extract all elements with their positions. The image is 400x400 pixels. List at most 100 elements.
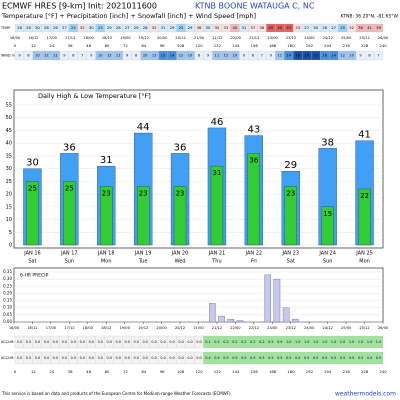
wind-cell-text-label: WIND mph xyxy=(1,54,19,58)
wind-cell-text: 12 xyxy=(179,54,184,58)
accum-precip-text: 1.0 xyxy=(340,340,345,344)
y-tick-label: 0.00 xyxy=(3,319,12,324)
hour-label-bottom: 192 xyxy=(306,369,314,374)
bar-1 xyxy=(63,181,76,246)
accum-snow-text: 0.5 xyxy=(304,356,309,360)
x-tick-label: 25/12 xyxy=(359,326,369,330)
value-label: 31 xyxy=(100,155,113,166)
accum-precip-text: 0.0 xyxy=(142,340,147,344)
wind-cell-text: 10 xyxy=(35,54,40,58)
wind-cell-text: 7 xyxy=(81,54,83,58)
x-tick-label: 16/00 xyxy=(9,326,20,330)
wind-cell-text: 10 xyxy=(349,54,354,58)
accum-snow-text: 0.5 xyxy=(250,356,255,360)
wind-cell-text: 8 xyxy=(198,54,201,58)
date-label: 21/12 xyxy=(212,36,222,40)
hour-label: 108 xyxy=(177,43,185,48)
accum-precip-text: 1.0 xyxy=(322,340,327,344)
weekday-label: Mon xyxy=(101,259,112,265)
x-tick-label: 25/00 xyxy=(341,326,352,330)
x-tick-label: 19/12 xyxy=(138,326,148,330)
wind-cell-text: 10 xyxy=(143,54,148,58)
hour-label: 168 xyxy=(269,43,277,48)
value-label: 46 xyxy=(211,117,224,128)
x-tick-label: 17/12 xyxy=(64,326,74,330)
accum-snow-text: 0.5 xyxy=(277,356,282,360)
x-tick-label: 22/12 xyxy=(249,326,259,330)
temp-cell-text: 30 xyxy=(35,25,40,30)
accum-precip-text: 0.0 xyxy=(53,340,58,344)
accum-snow-text: 0.5 xyxy=(313,356,318,360)
wind-cell-text: 11 xyxy=(53,54,58,58)
x-tick-label: 23/00 xyxy=(267,326,278,330)
y-tick-label: 0.10 xyxy=(3,305,12,310)
accum-snow-text: 0.5 xyxy=(367,356,372,360)
hour-label: 192 xyxy=(306,43,314,48)
wind-cell-text: 9 xyxy=(90,54,93,58)
precip-bar xyxy=(264,274,272,323)
accum-snow-text: 0.5 xyxy=(322,356,327,360)
hour-label: 120 xyxy=(195,43,203,48)
date-label: 24/12 xyxy=(323,36,333,40)
temp-cell-text: 28 xyxy=(44,25,49,30)
y-tick-label: 20 xyxy=(6,192,12,198)
hour-label-bottom: 228 xyxy=(361,369,369,374)
hour-label: 96 xyxy=(160,43,165,48)
temp-cell-text: 36 xyxy=(197,25,202,30)
x-tick-label: 21/00 xyxy=(193,326,204,330)
date-label: 19/12 xyxy=(139,36,149,40)
temp-cell-text: 31 xyxy=(241,25,246,30)
x-tick-label: JAN 20 xyxy=(171,251,189,257)
hour-label: 48 xyxy=(86,43,91,48)
hour-label-bottom: 60 xyxy=(105,369,110,374)
wind-cell-text: 9 xyxy=(207,54,210,58)
wind-cell-text: 9 xyxy=(63,54,66,58)
accum-precip-text: 0.0 xyxy=(98,340,103,344)
bar-1 xyxy=(358,188,371,246)
accum-precip-text: 0.0 xyxy=(71,340,76,344)
accum-precip-text: 0.0 xyxy=(116,340,121,344)
value-label: 23 xyxy=(176,189,185,197)
y-tick-label: 40 xyxy=(6,141,12,147)
temp-cell-text: 32 xyxy=(349,25,354,30)
x-tick-label: 19/00 xyxy=(120,326,131,330)
accum-precip-text: 0.0 xyxy=(17,340,22,344)
wind-cell-text: 10 xyxy=(188,54,193,58)
date-label: 24/00 xyxy=(304,36,315,40)
wind-cell-text: 8 xyxy=(252,54,255,58)
temp-cell-text: 26 xyxy=(26,25,31,30)
accum-precip-text: 0.0 xyxy=(151,340,156,344)
hour-label: 216 xyxy=(343,43,351,48)
date-label: 25/00 xyxy=(341,36,352,40)
precip-frame xyxy=(13,267,384,323)
y-tick-label: 0.35 xyxy=(3,269,12,274)
wind-cell-text: 19 xyxy=(313,54,318,58)
accum-snow-text-label: ACCUM SNOW xyxy=(1,356,26,360)
bar-1 xyxy=(136,186,150,246)
accum-precip-text-cell xyxy=(373,335,384,349)
footer-note: This service is based on data and produc… xyxy=(1,391,231,396)
accum-precip-text: 0.2 xyxy=(232,340,237,344)
hour-label-bottom: 48 xyxy=(86,369,91,374)
station: KTNB BOONE WATAUGA C, NC xyxy=(195,2,315,11)
x-tick-label: 26/00 xyxy=(378,326,389,330)
value-label: 43 xyxy=(247,125,260,136)
accum-precip-text: 0.0 xyxy=(124,340,129,344)
date-label: 18/12 xyxy=(102,36,112,40)
hour-label: 36 xyxy=(68,43,73,48)
precip-bar xyxy=(236,320,244,323)
x-tick-label: 24/00 xyxy=(304,326,315,330)
weekday-label: Sun xyxy=(65,259,75,265)
accum-precip-text: 1.0 xyxy=(286,340,291,344)
subtitle: Temperature [°F] + Precipitation [inch] … xyxy=(1,12,256,20)
wind-cell-text-cell xyxy=(373,50,384,61)
y-tick-label: 55 xyxy=(6,103,12,109)
wind-cell-text: 9 xyxy=(18,54,21,58)
accum-snow-text: 0.5 xyxy=(349,356,354,360)
hour-label-bottom: 12 xyxy=(31,369,36,374)
precip-bar xyxy=(273,278,281,323)
wind-cell-text: 12 xyxy=(224,54,229,58)
accum-snow-text: 0.0 xyxy=(62,356,67,360)
value-label: 25 xyxy=(65,184,74,192)
temp-cell-text: 36 xyxy=(259,25,264,30)
